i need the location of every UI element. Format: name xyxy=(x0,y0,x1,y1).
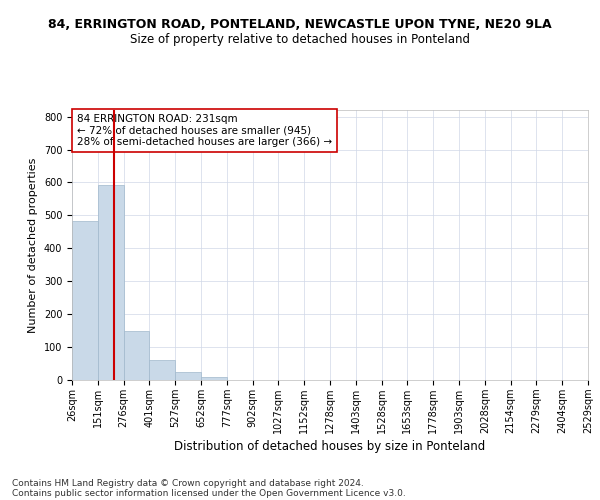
Bar xyxy=(124,330,149,380)
Bar xyxy=(149,360,175,380)
X-axis label: Distribution of detached houses by size in Ponteland: Distribution of detached houses by size … xyxy=(175,440,485,453)
Y-axis label: Number of detached properties: Number of detached properties xyxy=(28,158,38,332)
Text: 84 ERRINGTON ROAD: 231sqm
← 72% of detached houses are smaller (945)
28% of semi: 84 ERRINGTON ROAD: 231sqm ← 72% of detac… xyxy=(77,114,332,147)
Text: Size of property relative to detached houses in Ponteland: Size of property relative to detached ho… xyxy=(130,32,470,46)
Text: Contains public sector information licensed under the Open Government Licence v3: Contains public sector information licen… xyxy=(12,488,406,498)
Bar xyxy=(201,378,227,380)
Bar xyxy=(72,220,98,380)
Bar xyxy=(98,186,124,380)
Text: Contains HM Land Registry data © Crown copyright and database right 2024.: Contains HM Land Registry data © Crown c… xyxy=(12,478,364,488)
Text: 84, ERRINGTON ROAD, PONTELAND, NEWCASTLE UPON TYNE, NE20 9LA: 84, ERRINGTON ROAD, PONTELAND, NEWCASTLE… xyxy=(48,18,552,30)
Bar xyxy=(175,372,201,380)
